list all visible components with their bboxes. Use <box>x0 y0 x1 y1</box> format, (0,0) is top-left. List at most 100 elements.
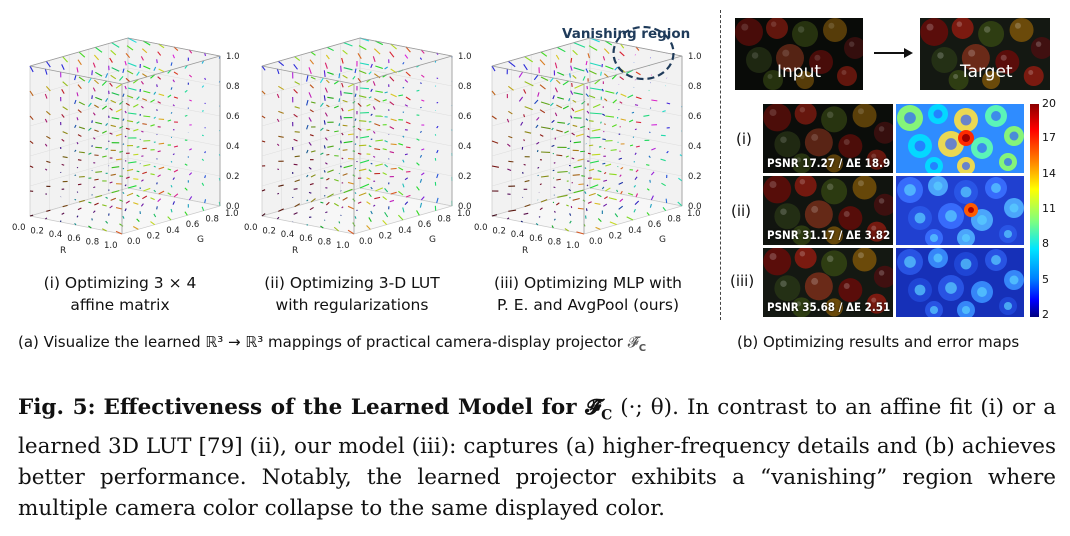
svg-text:0.6: 0.6 <box>67 234 81 244</box>
svg-text:R: R <box>522 246 528 256</box>
caption-mlp-line1: (iii) Optimizing MLP with <box>494 274 682 292</box>
arrow-icon <box>872 45 914 64</box>
svg-text:0.4: 0.4 <box>166 226 180 236</box>
svg-text:0.4: 0.4 <box>511 230 525 240</box>
row-label-ii: (ii) <box>731 202 752 220</box>
svg-text:0.8: 0.8 <box>437 215 451 225</box>
svg-text:0.2: 0.2 <box>147 231 161 241</box>
figure-body: In contrast to an affine fit (i) or a le… <box>18 395 1057 522</box>
panel-divider <box>720 10 721 320</box>
error-map-ii <box>896 176 1024 245</box>
subcaption-a-suffix: mappings of practical camera-display pro… <box>263 333 628 351</box>
svg-text:0.0: 0.0 <box>458 202 472 212</box>
svg-text:0.6: 0.6 <box>529 234 543 244</box>
svg-text:0.0: 0.0 <box>474 223 488 233</box>
psnr-i: PSNR 17.27 / ΔE 18.9 <box>767 156 891 170</box>
svg-text:0.2: 0.2 <box>262 227 276 237</box>
svg-text:1.0: 1.0 <box>226 52 240 62</box>
result-image-iii: PSNR 35.68 / ΔE 2.51 <box>763 248 893 317</box>
svg-text:G: G <box>659 235 666 245</box>
svg-text:0.8: 0.8 <box>226 82 240 92</box>
svg-text:0.2: 0.2 <box>458 172 472 182</box>
figure-caption: Fig. 5: Effectiveness of the Learned Mod… <box>18 392 1056 524</box>
subcaption-a: (a) Visualize the learned ℝ³ → ℝ³ mappin… <box>18 333 646 354</box>
svg-text:0.0: 0.0 <box>127 237 141 247</box>
figure-title-args: (·; θ). <box>612 395 679 420</box>
svg-text:0.6: 0.6 <box>226 112 240 122</box>
input-image: Input <box>735 18 863 90</box>
svg-text:1.0: 1.0 <box>104 241 118 251</box>
svg-text:0.0: 0.0 <box>589 237 603 247</box>
svg-text:0.6: 0.6 <box>648 220 662 230</box>
svg-text:0.4: 0.4 <box>458 142 472 152</box>
svg-text:0.8: 0.8 <box>86 237 100 247</box>
svg-text:0.8: 0.8 <box>688 82 702 92</box>
svg-text:0.0: 0.0 <box>12 223 26 233</box>
target-label: Target <box>960 62 1013 82</box>
svg-text:0.8: 0.8 <box>548 237 562 247</box>
svg-text:R: R <box>60 246 66 256</box>
caption-mlp-line2: P. E. and AvgPool (ours) <box>496 296 680 314</box>
result-image-ii: PSNR 31.17 / ΔE 3.82 <box>763 176 893 245</box>
svg-text:0.0: 0.0 <box>244 223 258 233</box>
caption-mlp: (iii) Optimizing MLP with P. E. and AvgP… <box>468 272 708 316</box>
subcaption-a-math: ℝ³ → ℝ³ <box>205 333 264 351</box>
svg-text:0.4: 0.4 <box>226 142 240 152</box>
svg-text:0.2: 0.2 <box>688 172 702 182</box>
svg-text:0.4: 0.4 <box>398 226 412 236</box>
psnr-iii: PSNR 35.68 / ΔE 2.51 <box>767 300 891 314</box>
svg-text:1.0: 1.0 <box>225 209 239 219</box>
colorbar-tick-14: 14 <box>1042 167 1056 180</box>
svg-text:0.8: 0.8 <box>458 82 472 92</box>
svg-text:0.2: 0.2 <box>492 227 506 237</box>
colorbar-tick-8: 8 <box>1042 237 1049 250</box>
svg-text:0.6: 0.6 <box>186 220 200 230</box>
svg-text:0.2: 0.2 <box>30 227 44 237</box>
colorbar-tick-20: 20 <box>1042 97 1056 110</box>
caption-affine-line2: affine matrix <box>70 296 170 314</box>
figure-title: Effectiveness of the Learned Model for <box>103 395 586 420</box>
quiver-plot-mlp: 0.0 0.0 0.0 0.2 0.2 0.2 0.4 0.4 0.4 0.6 0.6 0.6 0.8 0… <box>470 8 705 266</box>
subcaption-a-symbol-sub: C <box>638 343 647 354</box>
svg-text:1.0: 1.0 <box>688 52 702 62</box>
svg-text:0.4: 0.4 <box>49 230 63 240</box>
svg-text:0.8: 0.8 <box>205 215 219 225</box>
svg-text:0.4: 0.4 <box>688 142 702 152</box>
svg-text:0.8: 0.8 <box>318 237 332 247</box>
subcaption-a-symbol: 𝓕̂ <box>627 333 639 351</box>
colorbar-tick-5: 5 <box>1042 273 1049 286</box>
svg-text:0.6: 0.6 <box>458 112 472 122</box>
svg-text:0.2: 0.2 <box>609 231 623 241</box>
svg-text:0.4: 0.4 <box>281 230 295 240</box>
colorbar <box>1030 104 1039 317</box>
caption-lut-line1: (ii) Optimizing 3-D LUT <box>264 274 440 292</box>
svg-text:1.0: 1.0 <box>687 209 701 219</box>
psnr-ii: PSNR 31.17 / ΔE 3.82 <box>767 228 891 242</box>
caption-lut-line2: with regularizations <box>275 296 429 314</box>
svg-text:0.6: 0.6 <box>299 234 313 244</box>
row-label-i: (i) <box>736 130 752 148</box>
caption-affine: (i) Optimizing 3 × 4 affine matrix <box>0 272 240 316</box>
svg-text:R: R <box>292 246 298 256</box>
subcaption-b: (b) Optimizing results and error maps <box>737 333 1020 351</box>
input-label: Input <box>777 62 822 82</box>
caption-affine-line1: (i) Optimizing 3 × 4 <box>43 274 197 292</box>
svg-text:0.6: 0.6 <box>418 220 432 230</box>
colorbar-tick-11: 11 <box>1042 202 1056 215</box>
vanishing-region-label: Vanishing region <box>562 26 691 42</box>
svg-text:0.0: 0.0 <box>226 202 240 212</box>
result-image-i: PSNR 17.27 / ΔE 18.9 <box>763 104 893 173</box>
quiver-plot-affine: 0.0 0.0 0.0 0.2 0.2 0.2 0.4 0.4 0.4 0.6 0.6 0.6 0.8 0… <box>8 8 243 266</box>
error-map-iii <box>896 248 1024 317</box>
svg-text:0.2: 0.2 <box>226 172 240 182</box>
svg-text:0.6: 0.6 <box>688 112 702 122</box>
figure-title-symbol: 𝓕̂ <box>585 395 602 420</box>
svg-text:0.2: 0.2 <box>379 231 393 241</box>
figure-title-symbol-sub: C <box>601 407 613 424</box>
subcaption-a-prefix: (a) Visualize the learned <box>18 333 206 351</box>
row-label-iii: (iii) <box>730 272 755 290</box>
svg-text:0.0: 0.0 <box>359 237 373 247</box>
colorbar-tick-17: 17 <box>1042 131 1056 144</box>
svg-text:1.0: 1.0 <box>566 241 580 251</box>
svg-text:0.8: 0.8 <box>667 215 681 225</box>
